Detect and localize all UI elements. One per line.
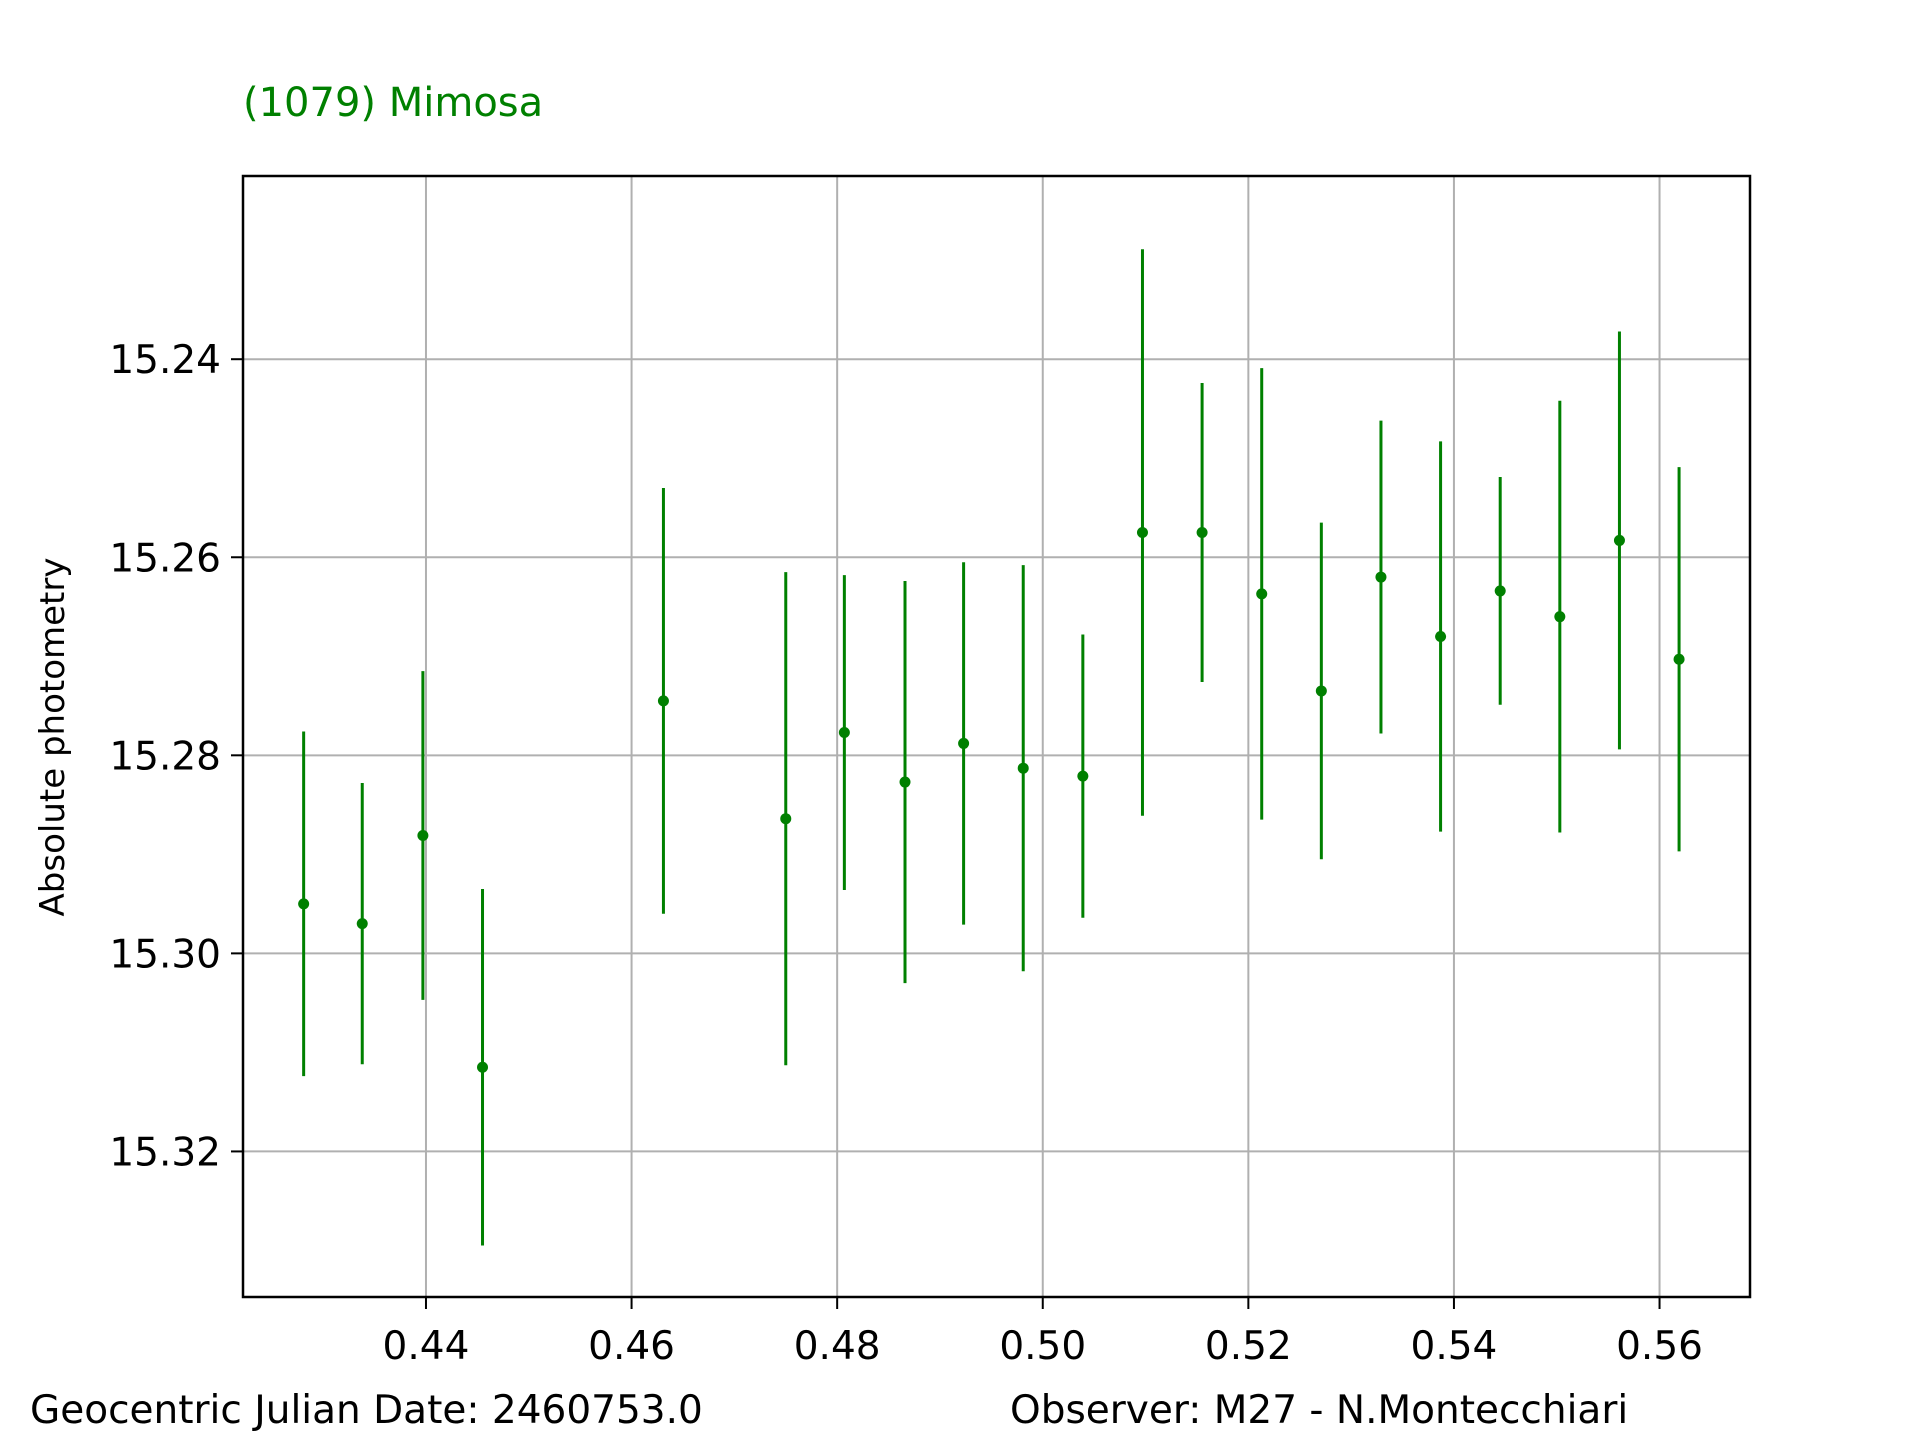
y-tick-label: 15.24: [109, 338, 221, 383]
y-tick-label: 15.32: [109, 1130, 221, 1175]
x-tick-label: 0.56: [1616, 1324, 1703, 1369]
data-point: [1256, 588, 1268, 600]
data-point: [657, 695, 669, 707]
data-point: [1435, 630, 1447, 642]
data-point: [417, 830, 429, 842]
data-point: [1375, 571, 1387, 583]
data-point: [1017, 762, 1029, 774]
axis-ticks: 0.44 0.46 0.48 0.50 0.52 0.54 0.56 15.24 15.26 15…: [109, 338, 1703, 1369]
data-point: [1315, 685, 1327, 697]
data-point: [1196, 527, 1208, 539]
chart-title: (1079) Mimosa: [243, 80, 543, 126]
x-tick-label: 0.44: [383, 1324, 470, 1369]
observer-label: Observer: M27 - N.Montecchiari: [1010, 1388, 1628, 1433]
data-point: [780, 813, 792, 825]
data-point: [838, 727, 850, 739]
data-point: [477, 1061, 489, 1073]
data-point: [298, 898, 310, 910]
data-point: [1554, 611, 1566, 623]
error-bar-series: [298, 249, 1685, 1246]
y-tick-label: 15.28: [109, 734, 221, 779]
x-tick-label: 0.46: [588, 1324, 675, 1369]
data-point: [1494, 585, 1506, 597]
grid: [243, 176, 1750, 1297]
data-point: [1077, 770, 1089, 782]
data-point: [1613, 534, 1625, 546]
x-tick-label: 0.48: [794, 1324, 881, 1369]
y-tick-label: 15.26: [109, 536, 221, 581]
julian-date-label: Geocentric Julian Date: 2460753.0: [30, 1388, 703, 1433]
x-tick-label: 0.54: [1411, 1324, 1498, 1369]
data-point: [1136, 527, 1148, 539]
data-point: [1673, 653, 1685, 665]
data-point: [356, 918, 368, 930]
y-tick-label: 15.30: [109, 932, 221, 977]
x-tick-label: 0.50: [999, 1324, 1086, 1369]
x-tick-label: 0.52: [1205, 1324, 1292, 1369]
data-point: [899, 776, 911, 788]
data-point: [958, 737, 970, 749]
y-axis-label: Absolute photometry: [33, 558, 73, 917]
plot-frame: [241, 174, 1752, 1299]
